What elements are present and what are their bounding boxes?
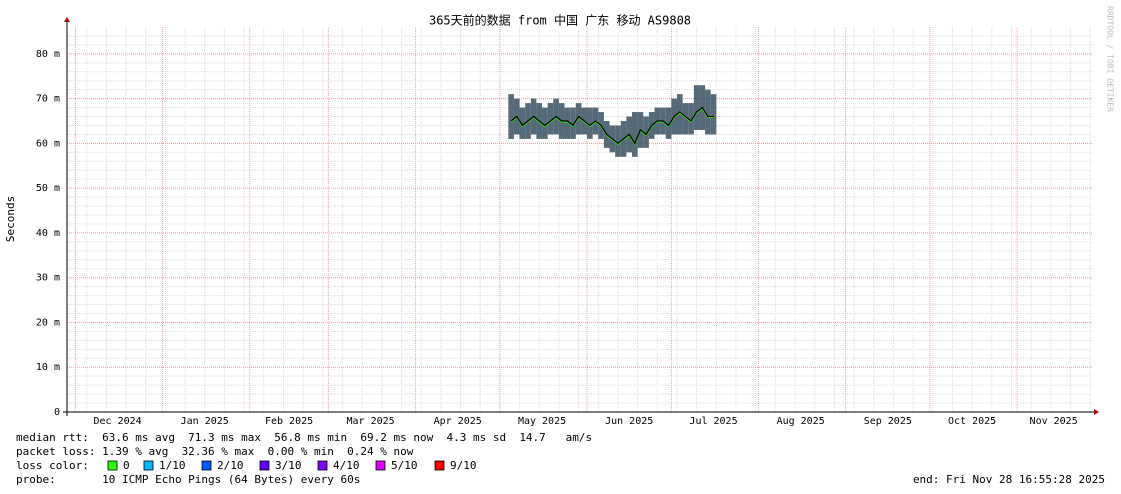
y-axis-title: Seconds — [4, 196, 17, 242]
smoke-band — [682, 103, 689, 135]
axes: 0 10 m 20 m 30 m 40 m 50 m 60 m 70 m 80 m Dec 202… — [36, 17, 1099, 427]
smoke-band — [665, 107, 672, 139]
smoke-band — [676, 94, 683, 135]
y-tick-label: 50 m — [36, 183, 60, 194]
loss-label: 1/10 — [159, 459, 186, 472]
x-tick-label: Nov 2025 — [1030, 416, 1078, 427]
grid — [67, 27, 1093, 413]
y-tick-label: 30 m — [36, 273, 60, 284]
y-tick-label: 10 m — [36, 362, 60, 373]
smoke-band — [643, 116, 649, 148]
y-tick-label: 70 m — [36, 94, 60, 105]
loss-swatch — [317, 460, 328, 471]
smoke-band — [688, 103, 694, 135]
x-tick-label: May 2025 — [518, 416, 566, 427]
x-tick-label: Feb 2025 — [265, 416, 313, 427]
x-tick-label: Apr 2025 — [434, 416, 482, 427]
stats-line: median rtt: 63.6 ms avg 71.3 ms max 56.8… — [16, 431, 592, 444]
loss-swatch — [259, 460, 270, 471]
x-tick-label: Aug 2025 — [777, 416, 825, 427]
smoke-band — [587, 107, 593, 139]
x-tick-label: Jul 2025 — [689, 416, 737, 427]
smoke-band — [632, 112, 638, 157]
loss-label: 2/10 — [217, 459, 244, 472]
smoke-band — [705, 89, 711, 135]
y-tick-label: 60 m — [36, 138, 60, 149]
loss-swatch — [201, 460, 212, 471]
plot — [508, 85, 717, 157]
y-tick-label: 80 m — [36, 49, 60, 60]
loss-swatch — [143, 460, 154, 471]
x-tick-label: Mar 2025 — [346, 416, 394, 427]
axis-arrow — [1094, 409, 1099, 415]
smoke-band — [564, 107, 571, 139]
loss-label: 9/10 — [450, 459, 477, 472]
x-tick-label: Jun 2025 — [605, 416, 653, 427]
smoke-band — [547, 103, 554, 135]
x-tick-label: Sep 2025 — [864, 416, 912, 427]
loss-label: 5/10 — [391, 459, 418, 472]
smoke-band — [508, 94, 514, 139]
y-tick-label: 0 — [54, 407, 60, 418]
side-note: RRDTOOL / TOBI OETIKER — [1106, 6, 1115, 112]
y-tick-label: 40 m — [36, 228, 60, 239]
x-tick-label: Oct 2025 — [948, 416, 996, 427]
x-tick-label: Dec 2024 — [94, 416, 142, 427]
loss-swatch — [107, 460, 118, 471]
smoke-band — [570, 107, 576, 139]
loss-label: 4/10 — [333, 459, 360, 472]
loss-title: loss color: — [16, 459, 89, 472]
smoke-band — [519, 107, 526, 139]
end-time: end: Fri Nov 28 16:55:28 2025 — [913, 473, 1105, 486]
y-tick-label: 20 m — [36, 317, 60, 328]
loss-label: 0 — [123, 459, 130, 472]
smoke-band — [575, 103, 582, 135]
loss-swatch — [375, 460, 386, 471]
smoke-band — [710, 94, 717, 135]
chart-title: 365天前的数据 from 中国 广东 移动 AS9808 — [429, 13, 691, 28]
smoke-band — [693, 85, 700, 130]
smoke-band — [542, 107, 548, 139]
probe-line: probe: 10 ICMP Echo Pings (64 Bytes) eve… — [16, 473, 360, 486]
stats-line: packet loss: 1.39 % avg 32.36 % max 0.00… — [16, 445, 414, 458]
x-tick-label: Jan 2025 — [181, 416, 229, 427]
smoke-band — [615, 125, 621, 157]
loss-label: 3/10 — [275, 459, 302, 472]
median-line — [510, 106, 714, 145]
axis-arrow — [64, 17, 70, 22]
loss-swatch — [434, 460, 445, 471]
loss-line — [510, 107, 714, 146]
